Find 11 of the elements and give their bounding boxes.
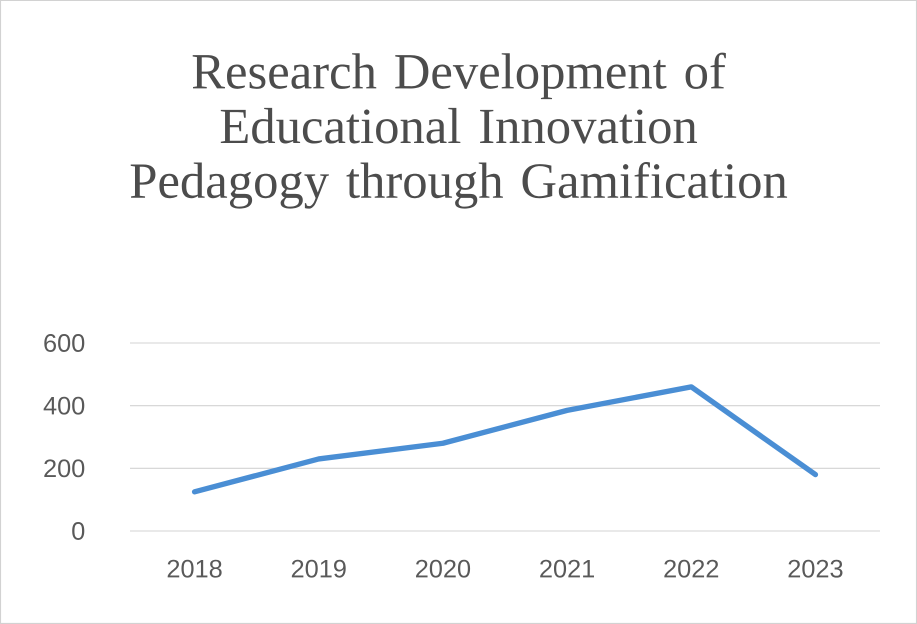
x-tick-label: 2020	[416, 560, 470, 578]
y-tick-label: 0	[72, 522, 84, 540]
y-tick-label: 600	[44, 334, 84, 352]
x-tick-label: 2021	[540, 560, 594, 578]
x-tick-label: 2018	[168, 560, 222, 578]
x-tick-label: 2023	[788, 560, 842, 578]
y-tick-label: 400	[44, 396, 84, 415]
chart-title: Research Development of Educational Innovation Pedagogy through Gamification	[130, 52, 788, 209]
x-tick-label: 2022	[664, 560, 718, 578]
y-tick-label: 200	[44, 459, 84, 478]
x-tick-label: 2019	[292, 560, 346, 578]
